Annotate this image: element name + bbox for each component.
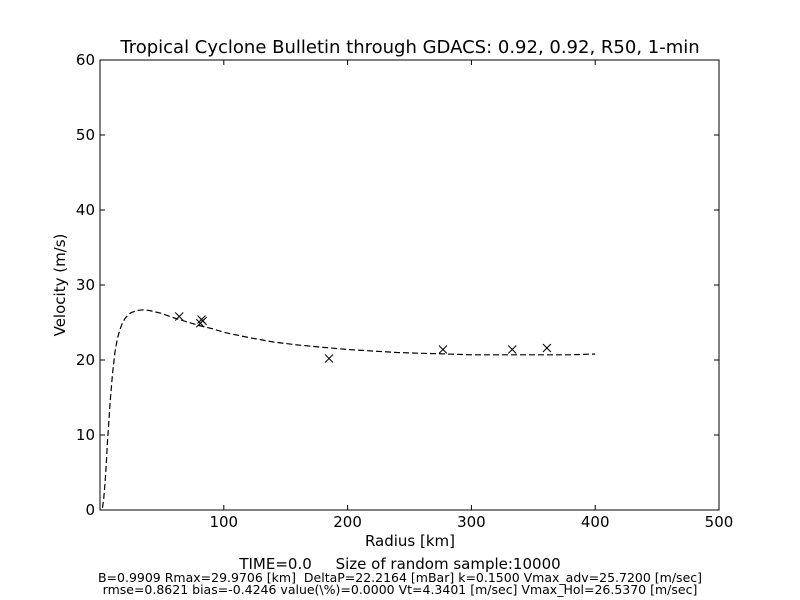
x-tick-label: 100 bbox=[209, 513, 238, 531]
y-axis-label: Velocity (m/s) bbox=[51, 234, 69, 337]
footer-time-sample: TIME=0.0 Size of random sample:10000 bbox=[239, 555, 561, 573]
observation-point bbox=[542, 343, 552, 353]
data-layer bbox=[101, 309, 596, 508]
x-tick-label: 200 bbox=[333, 513, 362, 531]
x-tick-label: 500 bbox=[705, 513, 734, 531]
x-axis-label: Radius [km] bbox=[365, 532, 455, 550]
y-tick-label: 40 bbox=[76, 201, 95, 219]
footer-statistics: rmse=0.8621 bias=-0.4246 value(\%)=0.000… bbox=[102, 582, 698, 597]
observation-point bbox=[174, 312, 184, 321]
chart-title: Tropical Cyclone Bulletin through GDACS:… bbox=[119, 37, 699, 58]
y-tick-label: 30 bbox=[76, 276, 95, 294]
observation-point bbox=[507, 345, 517, 354]
y-tick-label: 10 bbox=[76, 426, 95, 444]
model-curve bbox=[101, 309, 596, 508]
plot-area bbox=[99, 59, 720, 511]
y-tick-label: 60 bbox=[76, 51, 95, 69]
ticks: 100 200 300 400 500 0 10 20 30 40 50 60 bbox=[76, 51, 733, 531]
y-tick-label: 0 bbox=[85, 501, 95, 519]
footer-parameters: B=0.9909 Rmax=29.9706 [km] DeltaP=22.216… bbox=[97, 570, 703, 585]
x-tick-label: 300 bbox=[457, 513, 486, 531]
y-tick-label: 20 bbox=[76, 351, 95, 369]
x-tick-label: 400 bbox=[581, 513, 610, 531]
observation-point bbox=[438, 345, 448, 354]
observation-point bbox=[324, 354, 334, 363]
y-tick-label: 50 bbox=[76, 126, 95, 144]
observation-point bbox=[198, 316, 208, 326]
